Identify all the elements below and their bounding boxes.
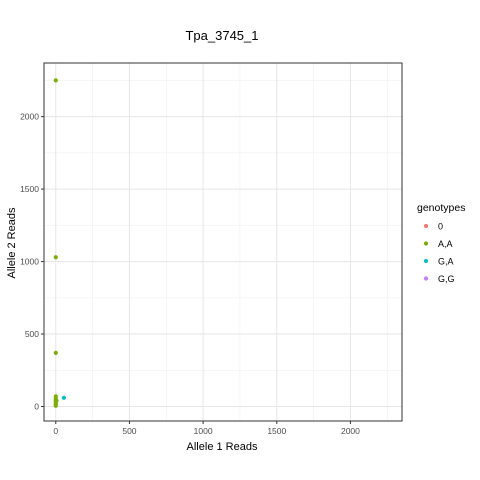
y-tick-label: 0 [34, 402, 39, 412]
data-point [53, 350, 58, 355]
minor-gridlines [44, 63, 402, 421]
legend-key [423, 276, 429, 281]
y-axis: 0 500 1000 1500 2000 [20, 112, 44, 412]
legend-label: A,A [438, 239, 453, 249]
x-tick-label: 1500 [267, 426, 286, 436]
chart-title: Tpa_3745_1 [185, 28, 258, 43]
data-point [54, 398, 59, 403]
plot-panel [44, 63, 402, 421]
y-tick-label: 500 [25, 329, 39, 339]
legend-label: G,G [438, 274, 455, 284]
y-tick-label: 2000 [20, 112, 39, 122]
legend-title: genotypes [417, 202, 465, 214]
data-point [53, 403, 58, 408]
y-axis-label: Allele 2 Reads [6, 207, 18, 278]
x-tick-label: 2000 [341, 426, 360, 436]
legend-label: G,A [438, 257, 454, 267]
y-tick-label: 1000 [20, 257, 39, 267]
legend-label: 0 [438, 222, 443, 232]
x-tick-label: 1000 [194, 426, 213, 436]
y-tick-label: 1500 [20, 184, 39, 194]
legend-key [423, 241, 429, 246]
legend: genotypes 0 A,A G,A G,G [417, 202, 465, 284]
legend-item: G,A [423, 257, 454, 267]
plot-panel-border [43, 62, 403, 422]
legend-item: 0 [423, 222, 443, 232]
x-axis-label: Allele 1 Reads [187, 441, 258, 453]
data-points [53, 78, 66, 408]
x-tick-label: 0 [53, 426, 58, 436]
x-tick-label: 500 [122, 426, 136, 436]
legend-key [423, 223, 429, 229]
data-point [61, 395, 66, 400]
legend-key [423, 258, 429, 264]
legend-item: G,G [423, 274, 455, 284]
major-gridlines [44, 63, 402, 421]
data-point [53, 255, 58, 260]
legend-item: A,A [423, 239, 453, 249]
x-axis: 0 500 1000 1500 2000 [53, 421, 360, 436]
data-point [53, 78, 58, 83]
